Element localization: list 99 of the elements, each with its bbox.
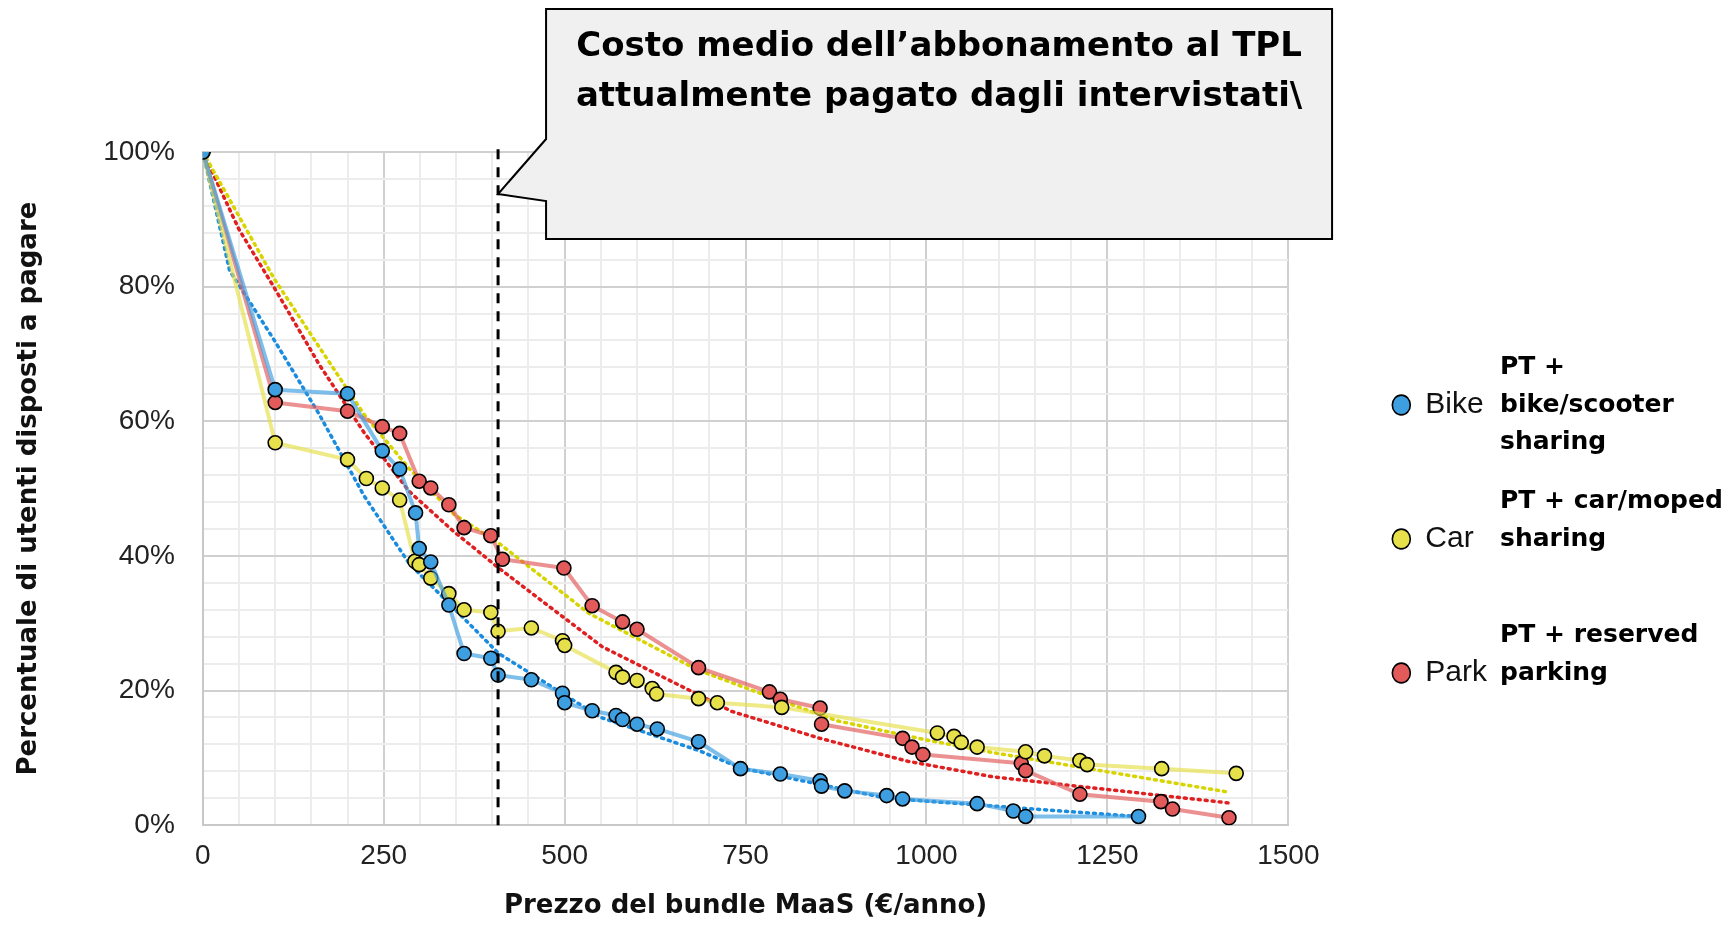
point: [836, 783, 853, 799]
point: [374, 480, 391, 496]
point: [441, 597, 457, 613]
point: [556, 560, 572, 576]
text: PT + car/moped sharing: [1500, 484, 1724, 554]
point: [614, 669, 631, 685]
point: [267, 435, 283, 451]
point: [773, 699, 790, 716]
point: [732, 760, 749, 777]
y-tick-label: 100%: [103, 134, 175, 166]
point: [456, 519, 472, 536]
point: [483, 650, 499, 667]
point: [1036, 748, 1053, 764]
point: [267, 394, 283, 411]
point: [969, 795, 985, 812]
point: [1017, 744, 1034, 760]
point: [1221, 810, 1237, 826]
y-tick-label: 40%: [118, 538, 175, 570]
point: [894, 730, 911, 747]
point: [411, 473, 427, 489]
x-tick-label: 1250: [1076, 838, 1139, 870]
point: [929, 725, 946, 741]
point: [648, 686, 665, 702]
point: [969, 739, 985, 755]
point: [690, 659, 707, 676]
point: [629, 716, 645, 733]
point: [878, 787, 895, 804]
point: [1130, 808, 1147, 825]
y-tick-label: 20%: [118, 673, 175, 705]
point: [267, 381, 283, 398]
point: [556, 694, 573, 711]
point: [1153, 793, 1169, 810]
point: [523, 671, 540, 688]
point: [690, 690, 707, 707]
point: [494, 551, 511, 568]
point: [339, 403, 356, 419]
point: [584, 702, 600, 719]
point: [614, 614, 631, 630]
point: [915, 746, 931, 763]
point: [813, 716, 830, 733]
point: [1164, 801, 1181, 817]
point: [904, 739, 920, 755]
point: [391, 461, 408, 477]
point: [483, 604, 499, 621]
point: [483, 527, 499, 544]
point: [1153, 760, 1170, 777]
point: [422, 570, 439, 586]
point: [1005, 803, 1022, 819]
point: [1017, 762, 1034, 779]
y-tick-label: 0%: [134, 807, 175, 839]
point: [772, 766, 789, 782]
point: [761, 684, 778, 700]
x-axis-title: Prezzo del bundle MaaS (€/anno): [503, 889, 988, 920]
x-tick-label: 1500: [1257, 838, 1320, 870]
point: [1079, 756, 1095, 773]
point: [709, 694, 726, 711]
point: [813, 778, 830, 794]
point: [391, 492, 408, 508]
point: [649, 721, 666, 737]
point: [422, 554, 439, 570]
point: [584, 597, 600, 614]
point: [374, 418, 391, 435]
point: [953, 734, 970, 751]
point: [812, 700, 828, 716]
legend-label: Car: [1425, 520, 1474, 554]
x-tick-label: 750: [722, 838, 769, 870]
point: [411, 540, 427, 557]
point: [407, 505, 424, 521]
y-tick-label: 60%: [118, 404, 175, 435]
point: [1072, 786, 1088, 803]
point: [391, 425, 408, 442]
point: [339, 451, 356, 468]
point: [456, 601, 472, 618]
point: [614, 711, 631, 728]
point: [456, 645, 472, 662]
x-tick-label: 0: [195, 838, 211, 870]
x-tick-label: 500: [541, 838, 589, 870]
point: [441, 496, 457, 513]
point: [556, 637, 573, 654]
point: [629, 621, 645, 638]
ref-line-label: Costo medio dell’abbonamento al TPL attualmente pagato dagli intervistati\: [575, 23, 1303, 114]
point: [422, 480, 439, 496]
point: [629, 672, 645, 689]
point: [1228, 765, 1245, 782]
point: [690, 733, 707, 750]
point: [894, 791, 911, 807]
text: PT + bike/scooter sharing: [1500, 350, 1675, 457]
point: [339, 385, 356, 402]
text: PT + reserved parking: [1500, 618, 1700, 688]
point: [523, 620, 540, 636]
y-tick-label: 80%: [118, 269, 175, 301]
x-tick-label: 250: [360, 838, 408, 870]
point: [358, 470, 375, 487]
x-tick-label: 1000: [895, 838, 958, 870]
point: [1017, 808, 1034, 825]
y-axis-title: Percentuale di utenti disposti a pagare: [12, 201, 43, 776]
legend-label: Bike: [1425, 386, 1484, 420]
legend-label: Park: [1425, 654, 1488, 688]
point: [374, 443, 391, 459]
